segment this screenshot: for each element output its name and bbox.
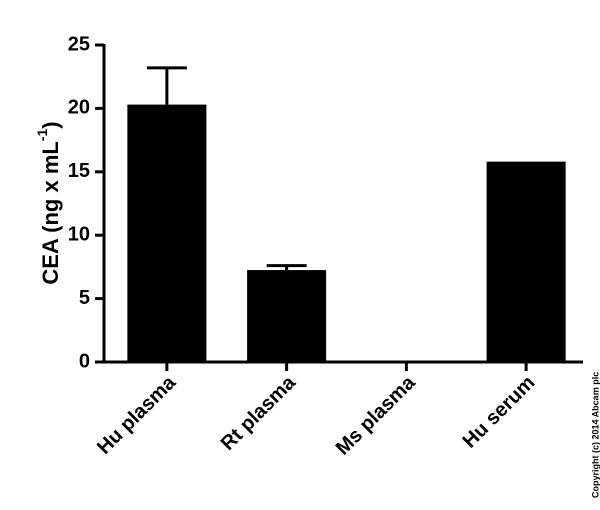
y-tick-label: 0: [79, 350, 90, 372]
y-axis-label-end: ): [38, 121, 63, 128]
y-tick-label: 15: [68, 160, 90, 182]
y-axis-label: CEA (ng x mL-1): [34, 121, 63, 284]
bar: [486, 161, 566, 362]
y-tick-label: 5: [79, 287, 90, 309]
y-tick-label: 25: [68, 33, 90, 55]
bar: [247, 270, 327, 362]
y-axis-label-sup: -1: [34, 129, 50, 142]
copyright: Copyright (c) 2014 Abcam plc: [590, 372, 600, 498]
bar: [127, 104, 207, 362]
y-axis-label-text: CEA (ng x mL: [38, 141, 63, 284]
y-tick-label: 10: [68, 223, 90, 245]
x-tick-label: Rt plasma: [217, 371, 301, 455]
x-tick-label: Hu serum: [459, 372, 540, 453]
x-tick-label: Ms plasma: [332, 371, 420, 459]
x-tick-label: Hu plasma: [93, 371, 181, 459]
y-tick-label: 20: [68, 97, 90, 119]
